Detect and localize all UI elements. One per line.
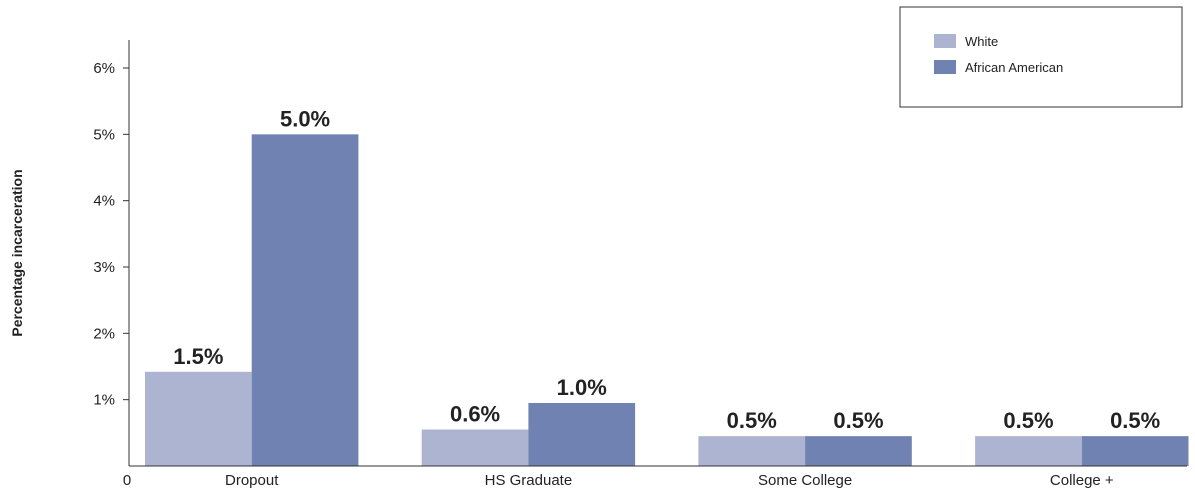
- legend-items: White African American: [934, 34, 1063, 75]
- bar-data-label: 1.5%: [173, 344, 223, 369]
- bar-african-american: [251, 134, 359, 467]
- bar-data-label: 0.5%: [727, 408, 777, 433]
- category-label: Some College: [758, 472, 852, 489]
- y-tick-label: 2%: [93, 325, 115, 342]
- bars-layer: [129, 134, 1189, 467]
- origin-tick-label: 0: [123, 472, 131, 489]
- category-label: HS Graduate: [485, 472, 573, 489]
- bar-data-label: 5.0%: [280, 106, 330, 131]
- category-label: College +: [1050, 472, 1114, 489]
- category-labels-layer: Dropout HS Graduate Some College College +: [225, 472, 1114, 489]
- y-tick-label: 4%: [93, 193, 115, 210]
- legend-label: African American: [965, 60, 1063, 75]
- y-tick-label: 3%: [93, 259, 115, 276]
- y-tick-label: 6%: [93, 60, 115, 77]
- y-ticks-layer: 1% 2% 3% 4% 5% 6%: [93, 60, 129, 409]
- legend-swatch: [934, 60, 956, 74]
- bar-data-label: 0.5%: [1110, 408, 1160, 433]
- bar-white: [145, 371, 252, 466]
- bar-african-american: [805, 436, 912, 466]
- legend: White African American: [899, 6, 1183, 108]
- y-tick-label: 5%: [93, 126, 115, 143]
- legend-box: [899, 6, 1183, 108]
- data-labels-layer: 1.5% 5.0% 0.6% 1.0% 0.5% 0.5% 0.5% 0.5%: [173, 106, 1160, 433]
- bar-white: [975, 436, 1082, 466]
- legend-label: White: [965, 34, 998, 49]
- bar-data-label: 0.6%: [450, 402, 500, 427]
- y-axis-title: Percentage incarceration: [9, 169, 25, 336]
- bar-african-american: [528, 402, 636, 466]
- bar-african-american: [1081, 436, 1189, 466]
- bar-data-label: 0.5%: [833, 408, 883, 433]
- category-label: Dropout: [225, 472, 279, 489]
- legend-swatch: [934, 34, 956, 48]
- y-tick-label: 1%: [93, 392, 115, 409]
- bar-white: [421, 429, 529, 466]
- bar-data-label: 1.0%: [557, 375, 607, 400]
- bar-white: [698, 436, 806, 466]
- bar-data-label: 0.5%: [1003, 408, 1053, 433]
